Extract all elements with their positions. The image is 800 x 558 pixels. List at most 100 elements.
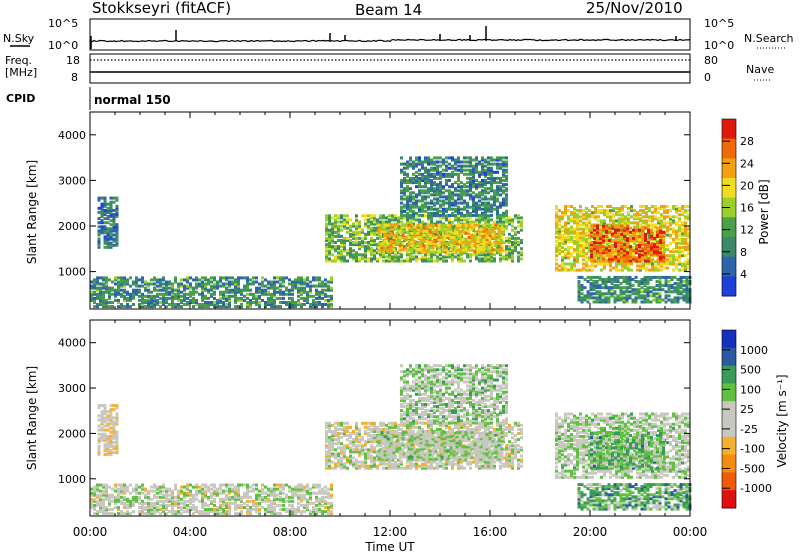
range-cell (511, 241, 514, 244)
range-cell (273, 276, 276, 279)
range-cell (662, 284, 665, 287)
range-cell (590, 235, 593, 238)
range-cell (492, 224, 495, 227)
range-cell (505, 169, 508, 172)
range-cell (147, 289, 150, 292)
range-cell (219, 305, 222, 308)
range-cell (96, 500, 99, 503)
range-cell (597, 215, 600, 218)
range-cell (612, 213, 615, 216)
range-cell (493, 189, 496, 192)
range-cell (192, 486, 195, 489)
range-cell (198, 510, 201, 513)
range-cell (445, 179, 448, 182)
range-cell (117, 484, 120, 487)
range-cell (602, 286, 605, 289)
range-cell (517, 214, 520, 217)
range-cell (361, 237, 364, 240)
range-cell (429, 242, 432, 245)
range-cell (663, 248, 666, 251)
range-cell (517, 225, 520, 228)
range-cell (225, 276, 228, 279)
range-cell (415, 218, 418, 221)
range-cell (609, 269, 612, 272)
range-cell (591, 211, 594, 214)
range-cell (273, 299, 276, 302)
range-cell (454, 255, 457, 258)
range-cell (496, 198, 499, 201)
range-cell (585, 207, 588, 210)
range-cell (201, 303, 204, 306)
range-cell (432, 234, 435, 237)
nsky-panel (90, 19, 690, 50)
range-cell (555, 205, 558, 208)
range-cell (403, 198, 406, 201)
range-cell (201, 281, 204, 284)
range-cell (438, 224, 441, 227)
range-cell (415, 163, 418, 166)
range-cell (573, 236, 576, 239)
range-cell (96, 484, 99, 487)
range-cell (433, 202, 436, 205)
range-cell (665, 294, 668, 297)
range-cell (409, 156, 412, 159)
range-cell (478, 257, 481, 260)
range-cell (102, 498, 105, 501)
range-cell (587, 290, 590, 293)
range-cell (424, 202, 427, 205)
range-cell (662, 276, 665, 279)
range-cell (620, 245, 623, 248)
range-cell (402, 242, 405, 245)
range-cell (180, 502, 183, 505)
range-cell (588, 213, 591, 216)
range-cell (593, 229, 596, 232)
range-cell (382, 221, 385, 224)
range-cell (675, 256, 678, 259)
range-cell (439, 171, 442, 174)
range-cell (433, 181, 436, 184)
range-cell (93, 278, 96, 281)
range-cell (624, 215, 627, 218)
range-cell (608, 245, 611, 248)
range-cell (618, 263, 621, 266)
range-cell (150, 291, 153, 294)
range-cell (334, 235, 337, 238)
range-cell (499, 193, 502, 196)
range-cell (593, 276, 596, 279)
range-cell (334, 214, 337, 217)
range-cell (108, 301, 111, 304)
range-cell (111, 508, 114, 511)
range-cell (656, 227, 659, 230)
range-cell (186, 293, 189, 296)
range-cell (426, 240, 429, 243)
range-cell (315, 297, 318, 300)
range-cell (110, 219, 113, 222)
range-cell (493, 208, 496, 211)
range-cell (478, 191, 481, 194)
range-cell (502, 169, 505, 172)
range-cell (454, 214, 457, 217)
range-cell (499, 185, 502, 188)
range-cell (213, 301, 216, 304)
range-cell (213, 508, 216, 511)
range-cell (499, 257, 502, 260)
range-cell (159, 301, 162, 304)
range-cell (186, 492, 189, 495)
range-cell (373, 249, 376, 252)
range-cell (579, 244, 582, 247)
range-cell (683, 288, 686, 291)
range-cell (361, 229, 364, 232)
range-cell (626, 251, 629, 254)
range-cell (436, 198, 439, 201)
range-cell (397, 255, 400, 258)
range-cell (635, 245, 638, 248)
range-cell (647, 225, 650, 228)
range-cell (660, 213, 663, 216)
range-cell (189, 490, 192, 493)
range-cell (636, 269, 639, 272)
range-cell (246, 301, 249, 304)
range-cell (107, 227, 110, 230)
range-cell (370, 221, 373, 224)
range-cell (600, 205, 603, 208)
range-cell (450, 244, 453, 247)
